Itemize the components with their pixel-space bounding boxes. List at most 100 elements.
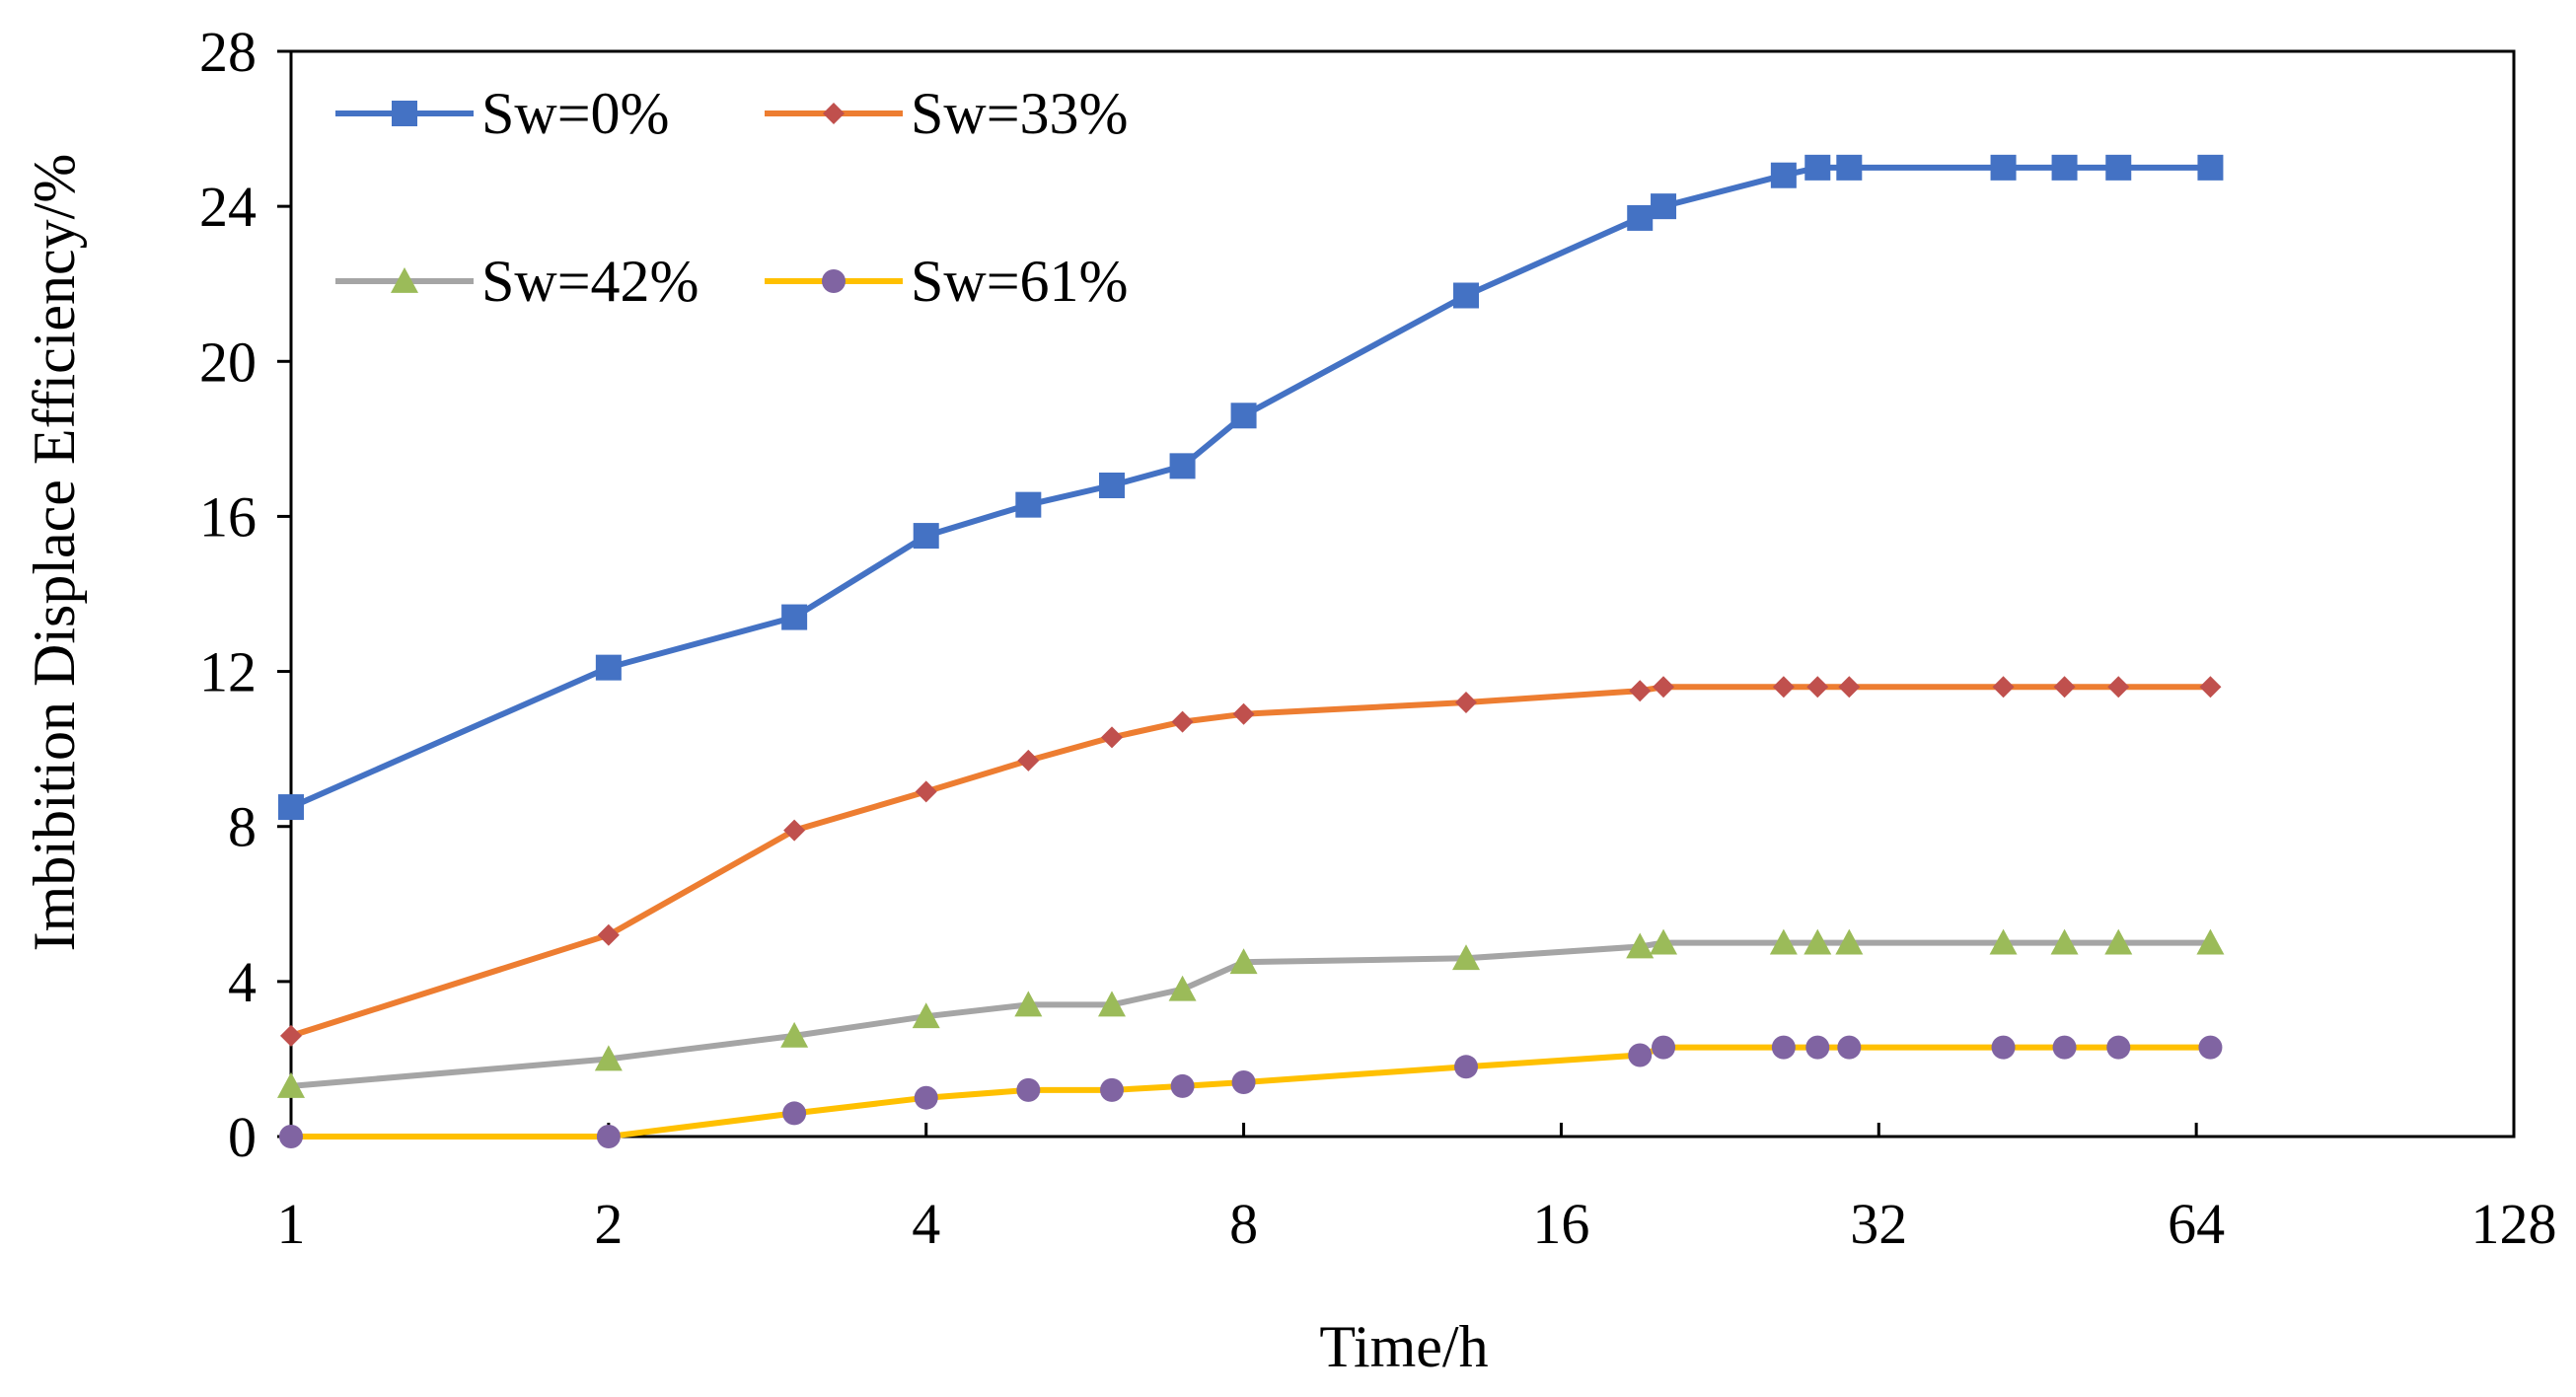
data-point-sw-42 [1229, 948, 1258, 975]
x-tick-label: 128 [2471, 1192, 2557, 1256]
data-point-sw-33 [1772, 676, 1795, 698]
data-point-sw-42 [594, 1045, 623, 1071]
data-point-sw-42 [2104, 928, 2133, 955]
data-point-sw-33 [1232, 702, 1255, 725]
data-point-sw-0 [1990, 154, 2017, 181]
legend: Sw=0% Sw=33% Sw=42% Sw=61% [335, 81, 1129, 314]
data-point-sw-33 [1653, 676, 1675, 698]
data-point-sw-33 [1171, 710, 1194, 733]
data-point-sw-42 [1097, 991, 1126, 1017]
data-point-sw-33 [915, 780, 937, 803]
data-point-sw-0 [1230, 403, 1257, 429]
data-point-sw-0 [1169, 453, 1196, 479]
data-point-sw-61 [2052, 1035, 2077, 1060]
data-point-sw-42 [912, 1002, 940, 1029]
y-tick-label: 24 [199, 175, 257, 239]
data-point-sw-33 [2053, 676, 2076, 698]
data-point-sw-33 [1838, 676, 1861, 698]
data-point-sw-0 [1453, 282, 1480, 309]
y-tick-label: 20 [199, 330, 257, 394]
data-point-sw-0 [1651, 193, 1677, 220]
y-tick-label: 16 [199, 484, 257, 549]
y-axis-title: Imbibition Displace Efficiency/% [22, 154, 87, 952]
series-sw-33 [280, 676, 2222, 1047]
data-point-sw-0 [2051, 154, 2078, 181]
x-tick-label: 8 [1229, 1192, 1258, 1256]
data-point-sw-0 [278, 794, 304, 821]
data-point-sw-0 [595, 654, 622, 681]
data-point-sw-0 [1098, 473, 1125, 498]
x-axis-title: Time/h [1319, 1314, 1488, 1379]
data-point-sw-42 [1803, 928, 1832, 955]
x-tick-label: 4 [912, 1192, 940, 1256]
data-point-sw-42 [1168, 975, 1197, 1001]
data-point-sw-61 [782, 1101, 807, 1126]
plot-frame-layer [289, 49, 2516, 1139]
data-point-sw-33 [1992, 676, 2015, 698]
data-point-sw-61 [596, 1125, 621, 1148]
legend-label-sw-42: Sw=42% [481, 249, 699, 314]
series-layer [277, 154, 2225, 1148]
data-point-sw-33 [2199, 676, 2222, 698]
data-point-sw-42 [1650, 928, 1678, 955]
data-point-sw-42 [1989, 928, 2018, 955]
data-point-sw-61 [1771, 1035, 1796, 1060]
plot-area-frame [289, 49, 2516, 1139]
data-point-sw-33 [1629, 680, 1652, 702]
data-point-sw-42 [1769, 928, 1798, 955]
data-point-sw-61 [1170, 1073, 1195, 1098]
data-point-sw-61 [279, 1125, 303, 1148]
data-point-sw-33 [1455, 692, 1478, 713]
x-tick-label: 64 [2168, 1192, 2225, 1256]
data-point-sw-61 [1628, 1043, 1653, 1067]
data-point-sw-61 [2106, 1035, 2131, 1060]
legend-entry-sw-33: Sw=33% [765, 81, 1129, 146]
data-point-sw-0 [1836, 154, 1863, 181]
data-point-sw-0 [1770, 162, 1797, 188]
data-point-sw-61 [1837, 1035, 1862, 1060]
data-point-sw-42 [277, 1071, 305, 1098]
data-point-sw-61 [1454, 1055, 1479, 1079]
y-tick-label: 0 [228, 1105, 257, 1169]
x-tick-label: 2 [594, 1192, 623, 1256]
x-tick-label: 1 [277, 1192, 306, 1256]
data-point-sw-33 [2107, 676, 2130, 698]
data-point-sw-61 [1652, 1035, 1676, 1060]
data-point-sw-33 [1017, 749, 1040, 772]
series-sw-0 [278, 154, 2224, 821]
data-point-sw-33 [1806, 676, 1829, 698]
data-point-sw-0 [1804, 154, 1831, 181]
legend-marker-sw-33 [823, 103, 845, 124]
data-point-sw-61 [1231, 1070, 1256, 1094]
legend-entry-sw-42: Sw=42% [335, 249, 699, 314]
legend-marker-sw-61 [822, 269, 846, 293]
data-point-sw-0 [781, 604, 808, 630]
x-tick-label: 32 [1850, 1192, 1907, 1256]
data-point-sw-33 [280, 1024, 302, 1047]
data-point-sw-42 [780, 1021, 809, 1048]
series-sw-61 [279, 1035, 2223, 1148]
data-point-sw-0 [1627, 204, 1654, 231]
legend-entry-sw-61: Sw=61% [765, 249, 1129, 314]
data-point-sw-42 [1014, 991, 1043, 1017]
data-point-sw-33 [783, 819, 806, 842]
legend-marker-sw-0 [392, 101, 417, 126]
y-tick-label: 28 [199, 20, 257, 84]
data-point-sw-61 [914, 1085, 938, 1110]
data-point-sw-0 [2105, 154, 2132, 181]
data-point-sw-42 [1626, 932, 1655, 959]
data-point-sw-0 [913, 523, 939, 550]
data-point-sw-42 [1452, 944, 1481, 971]
series-sw-42 [277, 928, 2225, 1098]
data-point-sw-0 [2197, 154, 2224, 181]
legend-marker-sw-42 [391, 267, 418, 293]
legend-label-sw-0: Sw=0% [481, 81, 670, 146]
data-point-sw-42 [2050, 928, 2079, 955]
data-point-sw-33 [1100, 726, 1123, 749]
y-tick-label: 4 [228, 950, 257, 1014]
data-point-sw-0 [1015, 491, 1042, 518]
y-tick-label: 8 [228, 795, 257, 859]
